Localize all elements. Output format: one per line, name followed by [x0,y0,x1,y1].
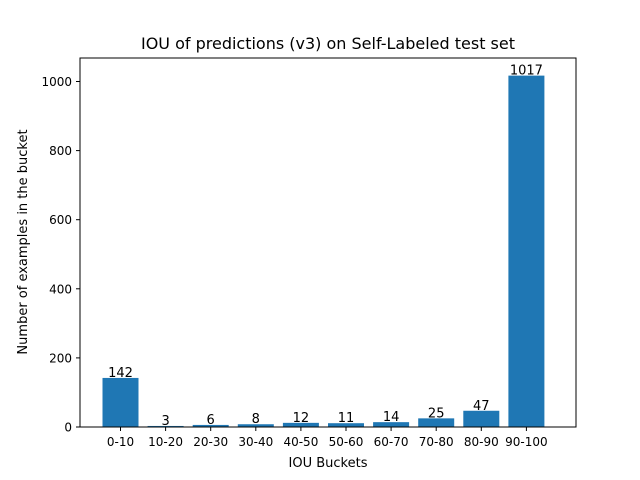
y-axis-ticks: 0 200 400 600 800 1000 [41,75,80,435]
y-tick-label: 200 [49,351,72,365]
data-label-10-20: 3 [161,414,169,429]
x-tick-label: 10-20 [148,435,183,449]
bar-0-10 [102,377,139,427]
data-label-60-70: 14 [383,410,400,425]
bar-50-60 [328,423,364,427]
y-tick-label: 400 [49,282,72,296]
data-label-50-60: 11 [338,411,355,426]
y-axis-label: Number of examples in the bucket [16,129,31,354]
data-label-30-40: 8 [252,412,260,427]
data-label-90-100: 1017 [510,64,543,79]
data-label-70-80: 25 [428,406,445,421]
bar-40-50 [282,422,319,427]
plot-frame [79,57,577,428]
data-label-20-30: 6 [207,413,215,428]
bar-80-90 [463,410,500,427]
y-tick-label: 1000 [41,75,72,89]
data-label-40-50: 12 [293,411,310,426]
y-tick-label: 0 [64,421,72,435]
x-tick-label: 30-40 [238,435,273,449]
x-tick-label: 40-50 [283,435,318,449]
bar-20-30 [192,424,229,427]
chart-title: IOU of predictions (v3) on Self-Labeled … [141,34,515,53]
x-tick-label: 0-10 [107,435,134,449]
x-tick-label: 90-100 [505,435,548,449]
data-labels: 142 3 6 8 12 11 14 25 47 1017 [108,64,543,429]
data-label-0-10: 142 [108,366,133,381]
x-tick-label: 80-90 [464,435,499,449]
bar-90-100 [508,75,545,428]
data-label-80-90: 47 [473,399,490,414]
bar-30-40 [237,424,274,427]
x-tick-label: 50-60 [329,435,364,449]
bar-10-20 [147,425,184,427]
x-tick-label: 20-30 [193,435,228,449]
x-axis-ticks: 0-10 10-20 20-30 30-40 40-50 50-60 60-70 70-80 8… [107,427,548,449]
bar-60-70 [373,422,410,427]
y-tick-label: 600 [49,213,72,227]
bar-70-80 [418,418,455,427]
x-tick-label: 60-70 [374,435,409,449]
bars [102,75,545,428]
x-tick-label: 70-80 [419,435,454,449]
x-axis-label: IOU Buckets [289,456,368,471]
y-tick-label: 800 [49,144,72,158]
